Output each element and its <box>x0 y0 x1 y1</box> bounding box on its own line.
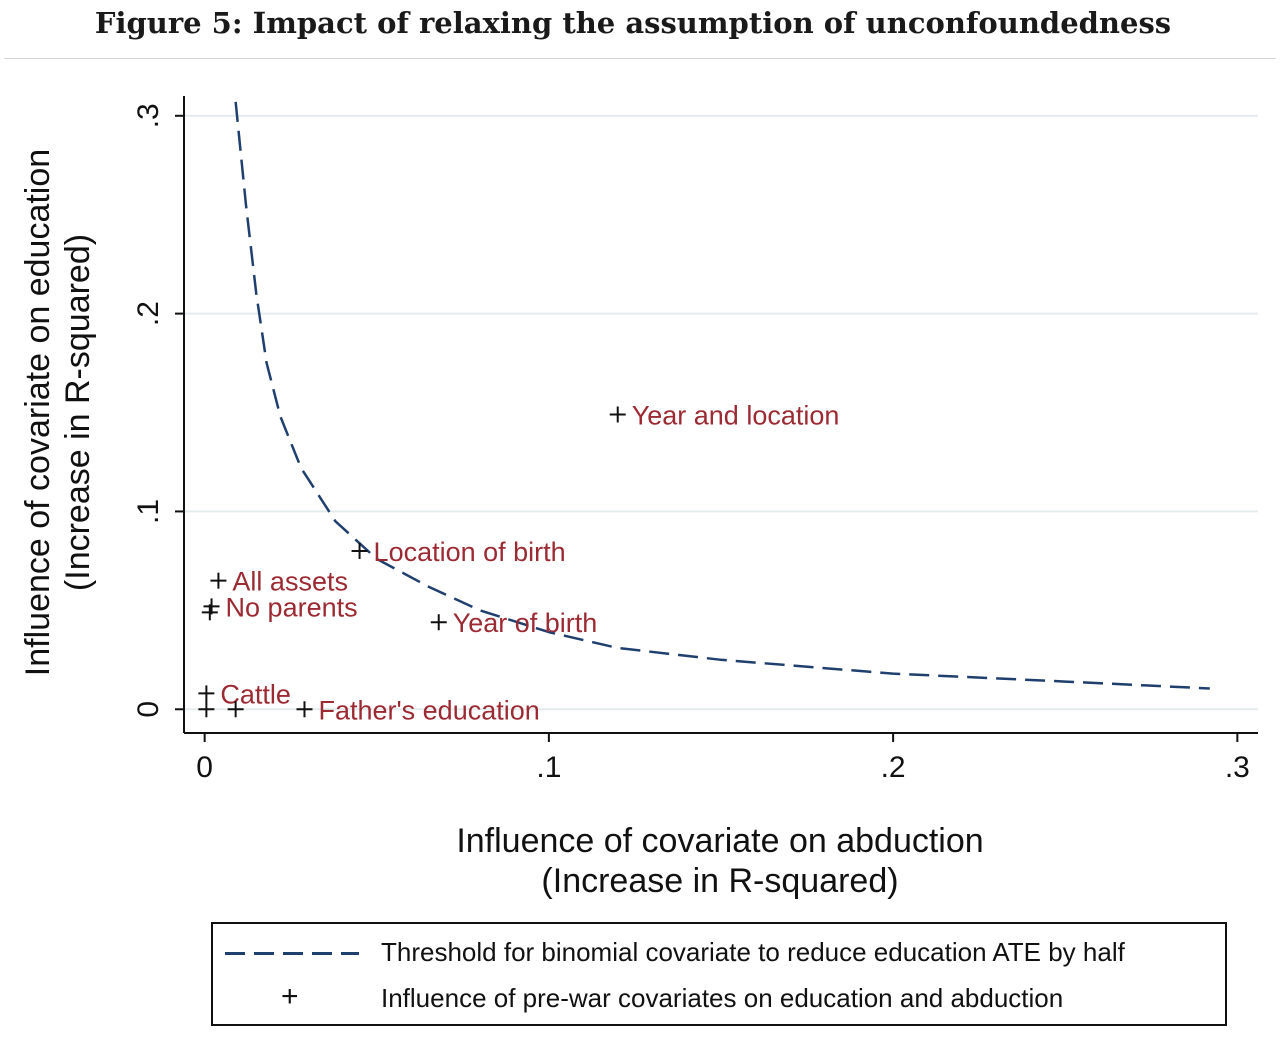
legend-label-covariates: Influence of pre-war covariates on educa… <box>381 983 1064 1013</box>
point-label: Cattle <box>220 679 291 709</box>
threshold-curve <box>234 101 1210 690</box>
point-label: Father's education <box>318 695 539 725</box>
figure-title: Figure 5: Impact of relaxing the assumpt… <box>94 6 1172 40</box>
y-tick-label: .1 <box>132 499 165 524</box>
y-axis-title: Influence of covariate on education <box>19 149 57 676</box>
legend-item-covariates: + Influence of pre-war covariates on edu… <box>213 980 1225 1016</box>
x-axis-title: Influence of covariate on abduction <box>456 822 983 860</box>
point-label: No parents <box>226 592 358 622</box>
x-tick-label: .2 <box>881 751 906 784</box>
y-tick-label: .2 <box>132 301 165 326</box>
point-label: Year and location <box>632 401 840 431</box>
scatter-chart: 0 .1 .2 .3 0 .1 .2 .3 Influence of covariate on … <box>19 96 1258 900</box>
legend-item-threshold: Threshold for binomial covariate to redu… <box>213 934 1225 970</box>
y-tick-label: 0 <box>132 701 165 718</box>
x-tick-label: 0 <box>196 751 213 784</box>
x-tick-label: .1 <box>536 751 561 784</box>
point-label: Year of birth <box>453 608 598 638</box>
legend-plus-marker: + <box>281 980 299 1013</box>
point-label: All assets <box>232 567 348 597</box>
x-tick-label: .3 <box>1225 751 1250 784</box>
x-axis-subtitle: (Increase in R-squared) <box>541 862 898 900</box>
title-divider <box>4 58 1276 59</box>
y-axis-subtitle: (Increase in R-squared) <box>59 234 97 591</box>
legend-label-threshold: Threshold for binomial covariate to redu… <box>381 937 1125 967</box>
point-label: Location of birth <box>374 537 566 567</box>
legend-dash-swatch <box>225 952 359 955</box>
y-tick-label: .3 <box>132 103 165 128</box>
legend: Threshold for binomial covariate to redu… <box>211 922 1227 1026</box>
